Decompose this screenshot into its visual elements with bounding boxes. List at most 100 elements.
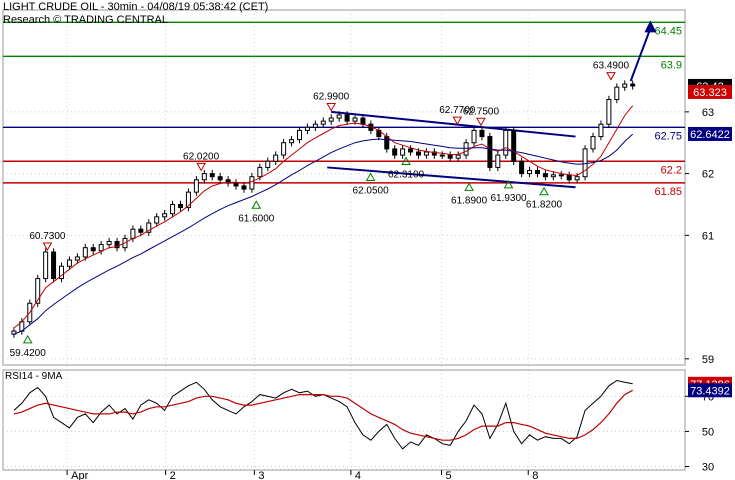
candle-body xyxy=(146,222,152,233)
candle-body xyxy=(35,278,41,304)
candle-body xyxy=(281,142,287,156)
x-tick-label: 4 xyxy=(355,470,361,480)
swing-low-label: 61.8900 xyxy=(451,195,488,206)
candle-body xyxy=(392,148,398,156)
swing-low-marker xyxy=(365,172,376,182)
projection-arrow-head xyxy=(644,20,657,33)
candle-body xyxy=(312,123,318,128)
level-label: 61.85 xyxy=(654,186,682,198)
x-tick-label: 3 xyxy=(258,470,264,480)
candle-body xyxy=(170,203,176,215)
candle-body xyxy=(178,203,184,209)
level-label: 64.45 xyxy=(654,25,682,37)
candle-body xyxy=(360,117,366,125)
ma-slow-line xyxy=(13,133,634,335)
candle-body xyxy=(59,265,65,280)
candle-body xyxy=(51,251,57,280)
candle-body xyxy=(82,247,88,258)
swing-high-label: 62.9900 xyxy=(313,91,350,102)
candle-body xyxy=(162,213,168,218)
rsi-line xyxy=(13,379,633,450)
candle-body xyxy=(534,170,540,175)
price-tick-label: 61 xyxy=(702,230,714,242)
candle-body xyxy=(289,139,295,144)
swing-low-marker xyxy=(539,186,549,196)
candle-body xyxy=(130,228,136,239)
candle-body xyxy=(503,129,509,156)
price-badge-label: 62.6422 xyxy=(690,129,730,141)
candle-body xyxy=(487,136,493,168)
candle-body xyxy=(98,244,104,252)
swing-high-marker xyxy=(196,162,206,172)
candle-body xyxy=(193,179,199,193)
swing-low-label: 61.8200 xyxy=(526,200,563,211)
swing-low-label: 61.6000 xyxy=(238,213,275,224)
x-tick-label: 5 xyxy=(446,470,452,480)
swing-low-marker xyxy=(251,200,262,209)
candle-body xyxy=(550,174,556,178)
candle-body xyxy=(527,170,533,175)
candle-body xyxy=(574,176,580,181)
rsi-badge-label: 73.4392 xyxy=(690,385,730,397)
rsi-ma-line xyxy=(13,389,633,441)
candle-body xyxy=(265,160,271,168)
candle-body xyxy=(138,228,144,233)
candle-body xyxy=(106,241,112,246)
swing-high-label: 63.4900 xyxy=(593,61,630,72)
candle-body xyxy=(66,259,72,267)
candle-body xyxy=(439,154,445,157)
swing-high-marker xyxy=(326,102,337,112)
swing-low-marker xyxy=(401,156,411,165)
candle-body xyxy=(328,117,334,122)
candle-body xyxy=(43,251,49,280)
price-frame xyxy=(2,9,686,366)
price-tick-label: 63 xyxy=(702,107,714,119)
candle-body xyxy=(336,114,342,119)
swing-high-label: 62.7500 xyxy=(463,106,500,117)
swing-low-marker xyxy=(503,179,514,189)
candle-body xyxy=(241,185,247,190)
candle-body xyxy=(304,126,310,131)
candle-body xyxy=(384,136,390,150)
candle-body xyxy=(249,176,255,190)
rsi-badge-slow xyxy=(688,383,732,398)
price-badge-slow xyxy=(688,126,732,141)
candle-body xyxy=(606,99,612,125)
swing-high-label: 60.7300 xyxy=(29,231,66,242)
candle-body xyxy=(408,148,414,153)
candle-body xyxy=(90,247,96,252)
candle-body xyxy=(463,142,469,156)
candle-body xyxy=(622,83,628,88)
candle-body xyxy=(201,173,207,181)
rsi-frame xyxy=(2,369,686,471)
candle-body xyxy=(542,173,548,178)
candle-body xyxy=(479,129,485,138)
candle-body xyxy=(257,166,263,178)
swing-high-marker xyxy=(42,242,53,252)
candle-body xyxy=(233,182,239,187)
candle-body xyxy=(558,174,564,177)
x-tick-label: 2 xyxy=(170,470,176,480)
candle-body xyxy=(495,154,501,168)
candle-body xyxy=(273,154,279,162)
rsi-title: RSI14 - 9MA xyxy=(5,371,63,382)
channel-line xyxy=(331,110,576,138)
candle-body xyxy=(582,148,588,178)
candle-body xyxy=(598,123,604,138)
candle-body xyxy=(415,151,421,156)
x-tick-label: Apr xyxy=(71,470,88,480)
projection-arrow xyxy=(629,27,652,82)
swing-low-marker xyxy=(22,334,33,344)
rsi-tick-label: 50 xyxy=(702,426,714,438)
chart-source: Research © TRADING CENTRAL xyxy=(3,14,168,26)
candle-body xyxy=(423,151,429,156)
candle-body xyxy=(630,83,636,87)
rsi-panel: RSI14 - 9MA xyxy=(2,369,686,471)
candle-body xyxy=(296,129,302,141)
candle-body xyxy=(74,256,80,261)
chart-title: LIGHT CRUDE OIL - 30min - 04/08/19 05:38… xyxy=(3,1,269,13)
x-tick-label: 8 xyxy=(532,470,538,480)
swing-high-label: 62.0200 xyxy=(183,151,220,162)
price-badge-fast xyxy=(688,84,732,99)
